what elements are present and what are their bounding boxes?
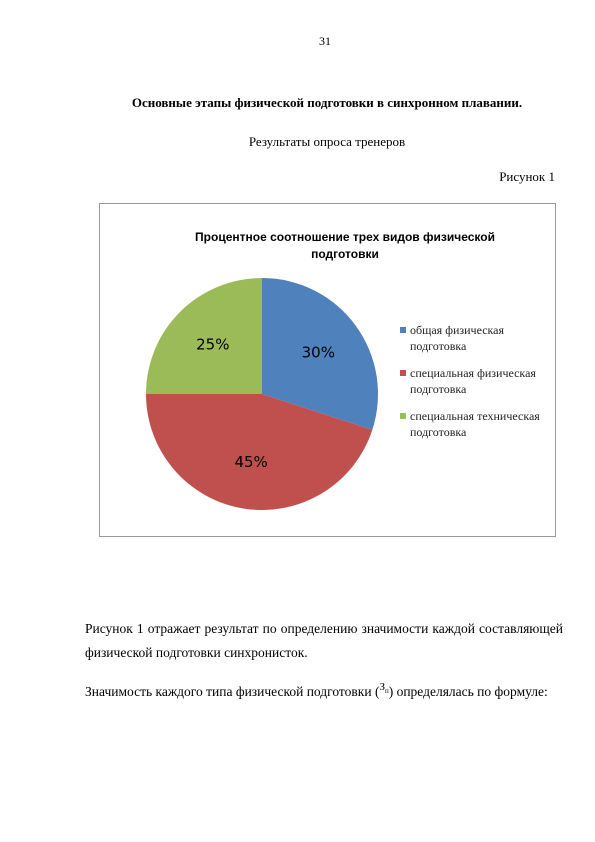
figure-label: Рисунок 1 <box>499 169 555 184</box>
paren: ) <box>388 684 394 699</box>
legend-swatch <box>400 413 406 419</box>
pie-chart: 30% 45% 25% <box>146 278 379 510</box>
heading: Основные этапы физической подготовки в с… <box>131 95 523 110</box>
value-label: 30% <box>302 344 335 362</box>
legend-label: специальная техническая подготовка <box>410 409 540 439</box>
formula-paragraph: Значимость каждого типа физической подго… <box>85 672 563 707</box>
paragraph: Рисунок 1 отражает результат по определе… <box>85 621 563 660</box>
paren: ( <box>374 684 380 699</box>
legend-label: специальная физическая подготовка <box>410 366 536 396</box>
value-label: 25% <box>196 335 229 353</box>
chart-frame: 30% 45% 25% Процентное соотношение трех ви… <box>99 203 556 537</box>
legend-label: общая физическая подготовка <box>410 323 505 353</box>
formula-symbol: Зп <box>379 672 388 706</box>
text: Значимость каждого типа физической подго… <box>85 684 372 699</box>
legend-item: общая физическая подготовка <box>400 322 555 354</box>
pie-slice <box>146 278 262 394</box>
legend-item: специальная техническая подготовка <box>400 408 555 440</box>
value-label: 45% <box>234 453 267 471</box>
symbol: З <box>379 681 385 693</box>
legend-item: специальная физическая подготовка <box>400 365 555 397</box>
pie-slice <box>146 394 373 510</box>
legend-swatch <box>400 370 406 376</box>
pie-slice <box>262 278 379 430</box>
page-number: 31 <box>319 34 331 48</box>
subscript: п <box>384 687 389 696</box>
legend: общая физическая подготовка специальная ф… <box>400 322 555 451</box>
legend-swatch <box>400 327 406 333</box>
text: определялась по формуле: <box>396 684 548 699</box>
subheading: Результаты опроса тренеров <box>248 134 406 149</box>
chart-title: Процентное соотношение трех видов физиче… <box>195 230 495 261</box>
